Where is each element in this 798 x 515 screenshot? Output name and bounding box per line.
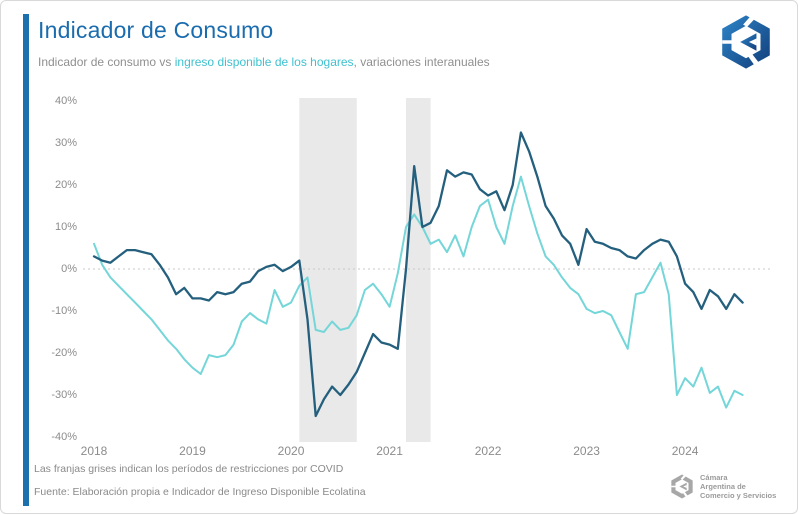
subtitle-suffix: , variaciones interanuales bbox=[353, 55, 490, 69]
page-subtitle: Indicador de consumo vs ingreso disponib… bbox=[38, 55, 490, 69]
x-tick-label: 2018 bbox=[80, 444, 108, 458]
cac-logo-text-line: Cámara bbox=[700, 472, 728, 482]
series-line-ingreso-disponible bbox=[93, 175, 744, 409]
y-tick-label: -10% bbox=[51, 304, 77, 317]
subtitle-prefix: Indicador de consumo vs bbox=[38, 55, 175, 69]
x-tick-label: 2019 bbox=[179, 444, 206, 458]
y-tick-label: -30% bbox=[51, 388, 77, 401]
footnote-covid: Las franjas grises indican los períodos … bbox=[34, 463, 344, 475]
covid-restriction-band bbox=[299, 98, 357, 442]
y-tick-label: 20% bbox=[54, 178, 77, 191]
cac-hexagon-logo-icon bbox=[722, 14, 770, 69]
footnote-source: Fuente: Elaboración propia e Indicador d… bbox=[34, 486, 366, 498]
y-tick-label: -20% bbox=[51, 346, 77, 359]
cac-footer-logo: Cámara Argentina de Comercio y Servicios bbox=[669, 469, 793, 503]
cac-hexagon-small-icon bbox=[671, 473, 693, 498]
cac-logo-text-line: Argentina de bbox=[700, 481, 746, 491]
y-tick-label: 40% bbox=[54, 94, 77, 107]
x-tick-label: 2020 bbox=[277, 444, 305, 458]
x-tick-label: 2023 bbox=[573, 444, 600, 458]
x-tick-label: 2021 bbox=[376, 444, 403, 458]
cac-logo-text: Cámara Argentina de Comercio y Servicios bbox=[700, 473, 776, 500]
x-tick-label: 2024 bbox=[671, 444, 699, 458]
y-tick-label: 30% bbox=[54, 136, 77, 149]
series-line-consumo bbox=[92, 131, 744, 418]
covid-restriction-band bbox=[406, 98, 431, 442]
cac-logo-text-line: Comercio y Servicios bbox=[700, 490, 777, 500]
accent-bar bbox=[23, 14, 29, 506]
y-tick-label: -40% bbox=[51, 430, 77, 443]
x-tick-label: 2022 bbox=[474, 444, 502, 458]
y-tick-label: 10% bbox=[54, 220, 77, 233]
y-tick-label: 0% bbox=[61, 262, 77, 275]
subtitle-highlight: ingreso disponible de los hogares bbox=[174, 55, 354, 69]
page-title: Indicador de Consumo bbox=[38, 17, 274, 43]
